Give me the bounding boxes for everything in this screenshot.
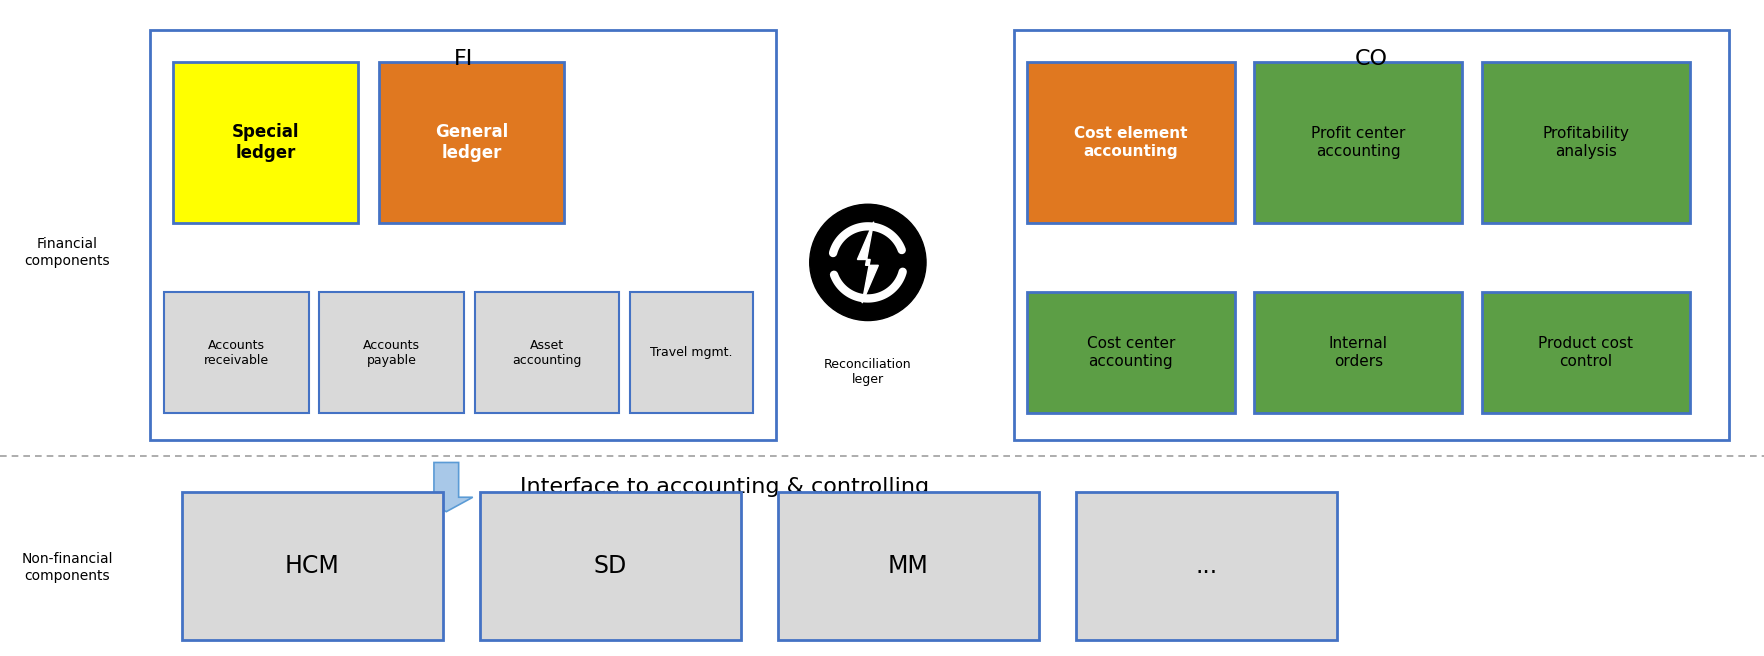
Text: FI: FI (453, 49, 473, 69)
Text: SD: SD (594, 554, 626, 578)
Text: Product cost
control: Product cost control (1538, 337, 1633, 369)
Text: Cost element
accounting: Cost element accounting (1074, 127, 1187, 159)
FancyBboxPatch shape (319, 292, 464, 413)
FancyBboxPatch shape (379, 62, 564, 223)
Text: Reconciliation
leger: Reconciliation leger (824, 358, 912, 386)
Text: Asset
accounting: Asset accounting (512, 338, 582, 367)
FancyBboxPatch shape (778, 492, 1039, 640)
FancyBboxPatch shape (1027, 292, 1235, 413)
FancyBboxPatch shape (1254, 292, 1462, 413)
FancyBboxPatch shape (475, 292, 619, 413)
Text: General
ledger: General ledger (436, 123, 508, 162)
Text: CO: CO (1355, 49, 1388, 69)
Text: Interface to accounting & controlling: Interface to accounting & controlling (520, 478, 930, 497)
Text: ...: ... (1196, 554, 1217, 578)
FancyBboxPatch shape (1027, 62, 1235, 223)
Text: Financial
components: Financial components (25, 237, 109, 268)
FancyBboxPatch shape (1482, 62, 1690, 223)
FancyBboxPatch shape (1254, 62, 1462, 223)
Text: HCM: HCM (284, 554, 340, 578)
FancyBboxPatch shape (173, 62, 358, 223)
FancyBboxPatch shape (630, 292, 753, 413)
Text: Travel mgmt.: Travel mgmt. (651, 346, 732, 359)
FancyArrow shape (420, 462, 473, 512)
Text: Special
ledger: Special ledger (231, 123, 300, 162)
FancyBboxPatch shape (164, 292, 309, 413)
FancyBboxPatch shape (182, 492, 443, 640)
Text: MM: MM (887, 554, 930, 578)
Text: Profit center
accounting: Profit center accounting (1311, 127, 1406, 159)
FancyBboxPatch shape (1482, 292, 1690, 413)
Text: Accounts
receivable: Accounts receivable (205, 338, 268, 367)
Text: Internal
orders: Internal orders (1328, 337, 1388, 369)
Text: Cost center
accounting: Cost center accounting (1087, 337, 1175, 369)
FancyBboxPatch shape (480, 492, 741, 640)
Text: Accounts
payable: Accounts payable (363, 338, 420, 367)
Text: Profitability
analysis: Profitability analysis (1542, 127, 1630, 159)
Text: Non-financial
components: Non-financial components (21, 552, 113, 583)
FancyBboxPatch shape (1076, 492, 1337, 640)
